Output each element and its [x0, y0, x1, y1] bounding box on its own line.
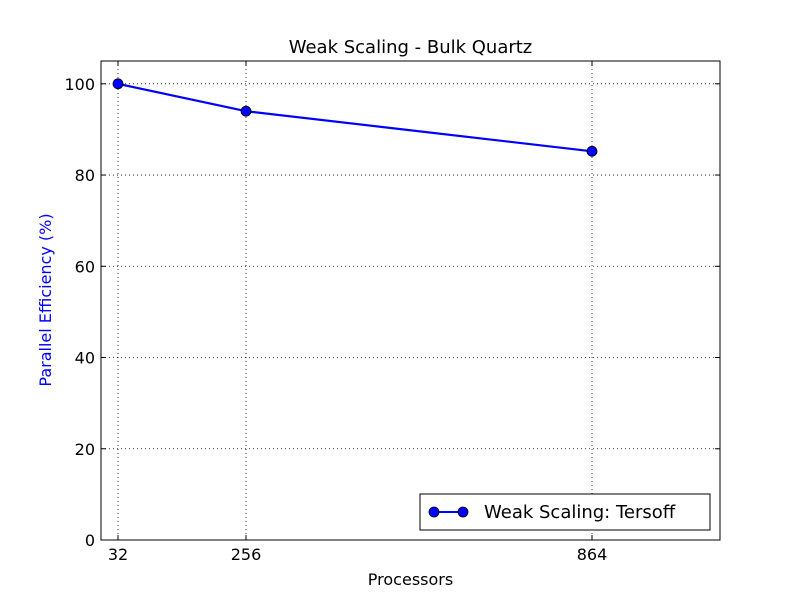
y-tick-label: 40 [75, 349, 95, 368]
y-tick-label: 100 [64, 75, 95, 94]
legend-label: Weak Scaling: Tersoff [484, 502, 676, 523]
series-line [117, 82, 593, 153]
chart-title: Weak Scaling - Bulk Quartz [289, 37, 533, 58]
x-axis-label: Processors [368, 570, 453, 589]
y-tick-label: 20 [75, 440, 95, 459]
legend-marker-left [428, 506, 440, 518]
y-tick-label: 80 [75, 166, 95, 185]
data-point [586, 145, 598, 157]
y-tick-label: 60 [75, 257, 95, 276]
x-tick-label: 32 [108, 545, 128, 564]
axis-ticks: 32 256 864 0 20 40 60 80 100 [64, 61, 720, 564]
data-point [112, 78, 124, 90]
legend-marker-right [457, 506, 469, 518]
legend-box [419, 493, 711, 531]
grid-lines [101, 61, 720, 540]
x-tick-label: 256 [231, 545, 262, 564]
plot-area-frame [100, 60, 721, 541]
x-tick-label: 864 [577, 545, 608, 564]
data-point [240, 105, 252, 117]
y-tick-label: 0 [85, 531, 95, 550]
y-axis-label: Parallel Efficiency (%) [36, 213, 55, 386]
series-layer [112, 78, 598, 157]
legend: Weak Scaling: Tersoff [419, 493, 711, 531]
